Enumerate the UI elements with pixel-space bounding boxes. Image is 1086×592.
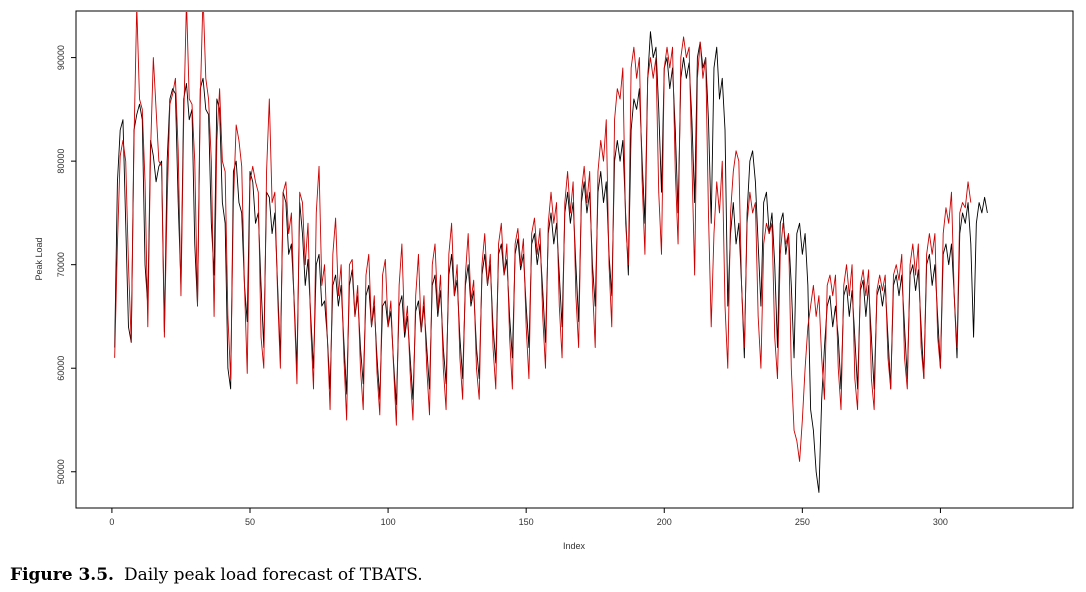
figure-caption: Figure 3.5. Daily peak load forecast of T…	[10, 565, 423, 585]
x-tick-label: 150	[519, 517, 534, 527]
x-tick-label: 100	[381, 517, 396, 527]
series-line-forecast	[114, 12, 972, 462]
figure-caption-text: Daily peak load forecast of TBATS.	[123, 565, 423, 585]
series-line-actual	[114, 31, 988, 493]
y-tick-label: 70000	[56, 252, 66, 277]
figure-caption-label: Figure 3.5.	[10, 565, 114, 585]
series-group	[114, 12, 988, 493]
plot-frame	[75, 10, 1074, 509]
x-tick-label: 250	[795, 517, 810, 527]
x-tick-label: 0	[109, 517, 114, 527]
y-axis: 50000 60000 70000 80000 90000	[56, 45, 76, 484]
y-tick-label: 80000	[56, 149, 66, 174]
x-tick-label: 200	[657, 517, 672, 527]
y-tick-label: 60000	[56, 356, 66, 381]
y-tick-label: 90000	[56, 45, 66, 70]
y-tick-label: 50000	[56, 459, 66, 484]
x-axis: 0 50 100 150 200 250 300	[109, 508, 948, 527]
y-axis-title: Peak Load	[34, 237, 44, 280]
peak-load-chart: 50000 60000 70000 80000 90000 0 50 100 150 200 25…	[34, 10, 1074, 551]
x-tick-label: 300	[933, 517, 948, 527]
x-tick-label: 50	[245, 517, 255, 527]
x-axis-title: Index	[563, 541, 586, 551]
